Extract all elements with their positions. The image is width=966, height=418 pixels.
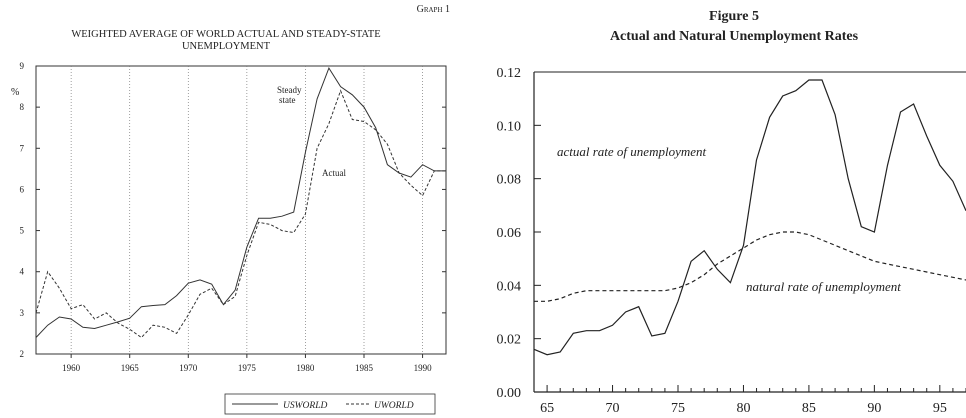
left-chart-title-line-2: UNEMPLOYMENT <box>182 41 271 52</box>
right-y-tick-label: 0.10 <box>497 119 522 134</box>
left-x-tick-label: 1990 <box>414 363 433 373</box>
right-chart-title: Figure 5 <box>709 9 759 24</box>
right-y-tick-label: 0.06 <box>497 226 522 241</box>
left-legend-box <box>224 393 436 415</box>
left-x-tick-label: 1970 <box>179 363 198 373</box>
right-x-tick-label: 95 <box>933 401 947 416</box>
left-y-tick-label: 3 <box>20 308 25 318</box>
left-grid-lines <box>70 66 423 354</box>
left-chart-title-line-1: WEIGHTED AVERAGE OF WORLD ACTUAL AND STE… <box>71 29 380 40</box>
left-chart-panel: Graph 1 WEIGHTED AVERAGE OF WORLD ACTUAL… <box>11 4 450 415</box>
left-y-tick-label: 6 <box>20 184 25 194</box>
right-series-line-actual <box>533 79 966 356</box>
left-series-group <box>35 66 446 339</box>
left-y-tick-label: 9 <box>20 61 25 71</box>
left-y-tick-label: 7 <box>20 143 25 153</box>
right-x-tick-label: 90 <box>867 401 881 416</box>
left-series-line-uworld <box>35 89 446 339</box>
left-graph-label: Graph 1 <box>417 4 450 15</box>
right-y-tick-label: 0.04 <box>497 279 522 294</box>
right-annotation-actual-rate: actual rate of unemployment <box>557 144 706 159</box>
right-y-tick-label: 0.08 <box>497 173 522 188</box>
legend-label-usworld: USWORLD <box>283 401 327 411</box>
right-series-line-natural <box>534 231 966 302</box>
left-y-axis: 2 3 4 5 6 7 8 9 <box>20 61 446 359</box>
right-y-tick-label: 0.02 <box>497 333 522 348</box>
left-y-axis-label: % <box>11 87 19 98</box>
right-chart-subtitle: Actual and Natural Unemployment Rates <box>610 29 859 44</box>
right-series-group <box>533 79 966 356</box>
left-annotation-state: state <box>279 95 296 105</box>
left-annotation-actual: Actual <box>322 168 346 178</box>
left-x-tick-label: 1960 <box>62 363 81 373</box>
left-plot-frame <box>35 65 447 355</box>
left-y-tick-label: 5 <box>20 226 25 236</box>
left-x-tick-label: 1980 <box>296 363 315 373</box>
left-annotation-steady: Steady <box>277 85 302 95</box>
left-y-tick-label: 2 <box>20 349 25 359</box>
right-chart-panel: Figure 5 Actual and Natural Unemployment… <box>497 9 966 416</box>
left-x-tick-label: 1985 <box>355 363 374 373</box>
left-y-tick-label: 8 <box>20 102 25 112</box>
right-x-axis: 65 70 75 80 85 90 95 <box>533 385 966 416</box>
left-series-line-usworld <box>35 66 446 338</box>
right-y-axis: 0.00 0.02 0.04 0.06 0.08 0.10 0.12 <box>497 66 541 401</box>
left-y-tick-label: 4 <box>20 267 25 277</box>
left-x-tick-label: 1975 <box>238 363 257 373</box>
right-y-tick-label: 0.12 <box>497 66 522 81</box>
left-x-axis: 1960 1965 1970 1975 1980 1985 1990 <box>62 354 432 373</box>
right-annotation-natural-rate: natural rate of unemployment <box>746 279 901 294</box>
legend-label-uworld: UWORLD <box>374 401 414 411</box>
right-x-tick-label: 85 <box>802 401 816 416</box>
right-x-tick-label: 70 <box>606 401 620 416</box>
right-x-tick-label: 65 <box>540 401 554 416</box>
right-y-tick-label: 0.00 <box>497 386 522 401</box>
left-legend: USWORLD UWORLD <box>224 393 436 415</box>
right-x-tick-label: 75 <box>671 401 685 416</box>
left-x-tick-label: 1965 <box>121 363 140 373</box>
right-x-tick-label: 80 <box>736 401 750 416</box>
